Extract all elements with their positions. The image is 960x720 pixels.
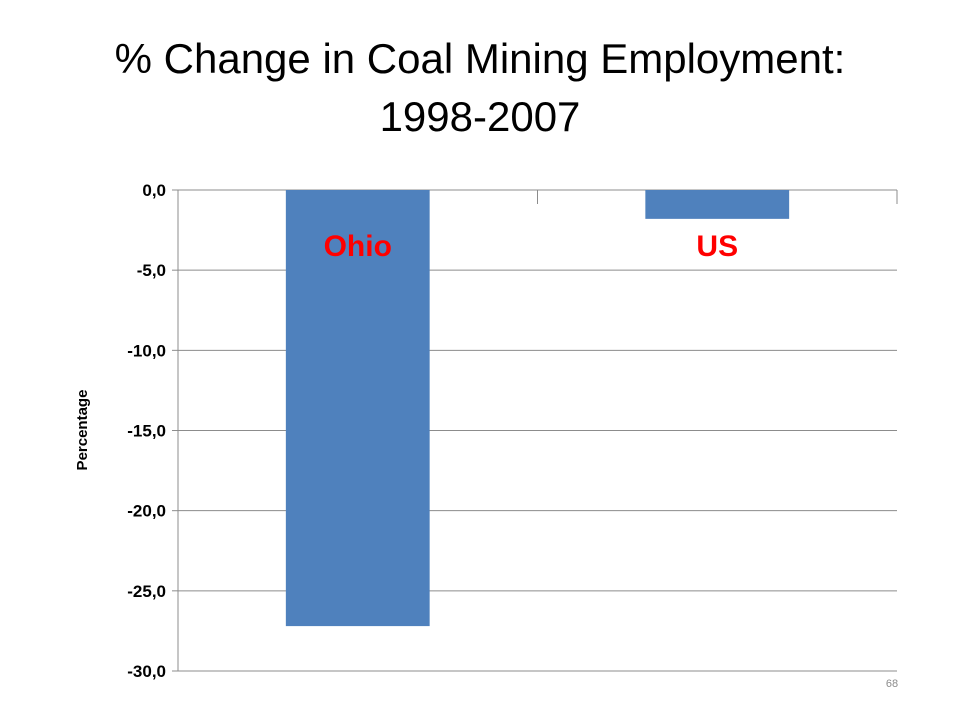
y-axis-title: Percentage xyxy=(74,390,91,471)
bars xyxy=(285,190,790,627)
y-tick-label: -5,0 xyxy=(137,261,166,280)
page-number: 68 xyxy=(885,678,899,690)
y-tick-label: 0,0 xyxy=(142,181,166,200)
y-tick-label: -10,0 xyxy=(127,341,166,360)
category-labels: Ohio US xyxy=(324,230,739,263)
bar-ohio xyxy=(285,190,430,627)
bar-us xyxy=(645,190,790,219)
y-tick-label: -25,0 xyxy=(127,582,166,601)
y-axis: 0,0 -5,0 -10,0 -15,0 -20,0 -25,0 -30,0 xyxy=(127,181,898,681)
page-title: % Change in Coal Mining Employment: 1998… xyxy=(40,30,920,146)
y-tick-label: -30,0 xyxy=(127,662,166,681)
title-line-1: % Change in Coal Mining Employment: xyxy=(114,35,846,82)
title-line-2: 1998-2007 xyxy=(379,93,581,140)
y-tick-label: -15,0 xyxy=(127,422,166,441)
category-label-ohio: Ohio xyxy=(324,230,392,263)
category-label-us: US xyxy=(696,230,738,263)
y-tick-label: -20,0 xyxy=(127,502,166,521)
